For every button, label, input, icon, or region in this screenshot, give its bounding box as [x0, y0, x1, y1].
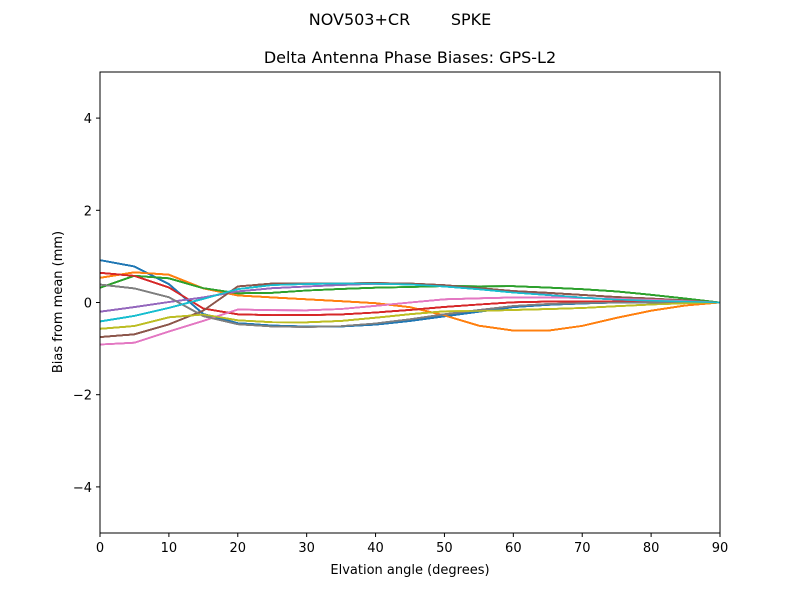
- x-axis-ticks: 0 10 20 30 40 50 60 70 80 90: [96, 533, 728, 556]
- series-line: [99, 259, 720, 328]
- series-line: [99, 259, 720, 328]
- series-line: [99, 272, 721, 317]
- x-tick-label: 50: [436, 541, 453, 556]
- figure-suptitle: NOV503+CR SPKE: [308, 10, 492, 29]
- series-line: [99, 272, 721, 317]
- x-tick-label: 0: [96, 541, 104, 556]
- series-line: [99, 274, 721, 304]
- x-tick-label: 30: [298, 541, 315, 556]
- y-axis-ticks: −4 −2 0 2 4: [73, 112, 100, 496]
- x-axis-label: Elvation angle (degrees): [330, 563, 489, 578]
- series-line: [99, 259, 720, 328]
- x-tick-label: 90: [712, 541, 729, 556]
- series-line: [99, 259, 720, 328]
- x-tick-label: 20: [230, 541, 247, 556]
- y-tick-label: 4: [84, 112, 92, 127]
- series-line: [99, 272, 721, 317]
- series-line: [99, 272, 721, 317]
- series-line: [99, 282, 721, 323]
- series-line: [99, 259, 720, 328]
- series-line: [99, 301, 721, 330]
- y-tick-label: −2: [73, 389, 92, 404]
- chart-title: Delta Antenna Phase Biases: GPS-L2: [263, 48, 557, 67]
- x-tick-label: 10: [161, 541, 178, 556]
- x-tick-label: 70: [574, 541, 591, 556]
- y-tick-label: 0: [84, 297, 92, 312]
- series-line: [99, 283, 720, 328]
- y-axis-label: Bias from mean (mm): [51, 231, 66, 373]
- series-line: [99, 272, 721, 317]
- x-tick-label: 80: [643, 541, 660, 556]
- y-tick-label: −4: [73, 481, 92, 496]
- series-line: [99, 259, 720, 328]
- series-line: [99, 272, 721, 317]
- data-series-group: [99, 259, 721, 346]
- x-tick-label: 60: [505, 541, 522, 556]
- x-tick-label: 40: [367, 541, 384, 556]
- y-tick-label: 2: [84, 204, 92, 219]
- series-line: [99, 259, 720, 328]
- series-line: [99, 272, 721, 317]
